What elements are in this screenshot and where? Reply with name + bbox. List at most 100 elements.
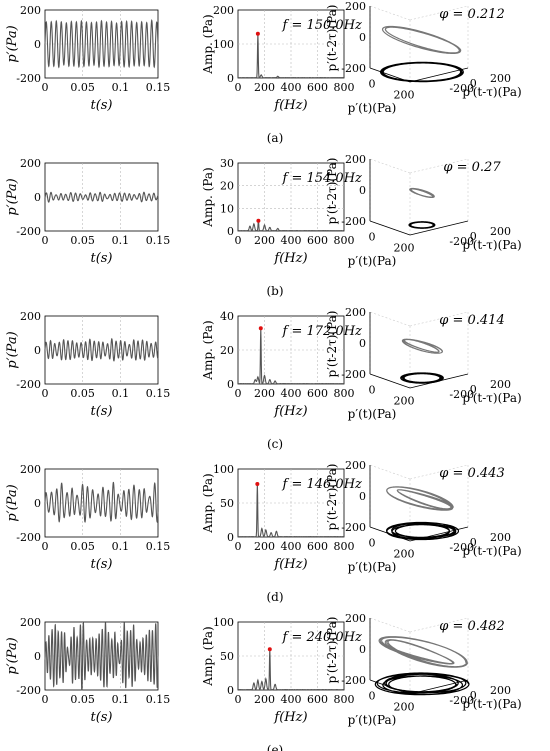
peak-marker [267, 647, 272, 652]
y-axis-label: p′(t-τ)(Pa) [462, 85, 521, 99]
x-tick-label: 0 [369, 77, 376, 90]
y-tick-label: 0 [34, 497, 41, 510]
z-tick-label: -200 [341, 674, 366, 687]
peak-marker [258, 326, 263, 331]
x-tick-label: 0.05 [70, 693, 95, 706]
peak-annotation: f = 240.0Hz [282, 630, 363, 645]
panel-caption: (a) [267, 131, 284, 145]
x-tick-label: 0 [369, 383, 376, 396]
phi-annotation: φ = 0.212 [439, 7, 504, 22]
y-tick-label: 50 [220, 497, 234, 510]
peak-marker [256, 218, 261, 223]
grid-line [369, 617, 411, 633]
y-tick-label: 200 [20, 463, 41, 476]
y-tick-label: 0 [34, 191, 41, 204]
x-tick-label: 600 [307, 693, 328, 706]
y-tick-label: 0 [470, 230, 477, 243]
z-tick-label: 0 [359, 184, 366, 197]
spectrum-line [237, 220, 345, 232]
x-tick-label: 400 [281, 81, 302, 94]
grid-line [409, 617, 469, 633]
x-axis-label: t(s) [90, 557, 112, 572]
x-tick-label: 200 [254, 693, 275, 706]
phi-annotation: φ = 0.443 [439, 466, 504, 481]
x-tick-label: 0 [369, 536, 376, 549]
y-axis-label: Amp. (Pa) [201, 14, 215, 74]
x-tick-label: 200 [394, 89, 415, 102]
grid-line [409, 464, 469, 480]
peak-marker [255, 481, 260, 486]
x-tick-label: 0.15 [146, 387, 171, 400]
x-axis-label: f(Hz) [273, 251, 307, 266]
spectrum-chart: 0 50 100 0 200 400 600 800 f(Hz) Amp. (Pa) f = 146… [201, 463, 362, 572]
panel-caption: (b) [266, 284, 283, 298]
z-tick-label: -200 [341, 368, 366, 381]
grid-line [369, 311, 411, 327]
peak-annotation: f = 146.0Hz [282, 477, 363, 492]
x-tick-label: 0.1 [112, 387, 130, 400]
x-tick-label: 600 [307, 81, 328, 94]
grid-line [369, 464, 411, 480]
projection-trajectory [385, 521, 460, 541]
x-tick-label: 0 [235, 540, 242, 553]
x-tick-label: 0.15 [146, 540, 171, 553]
panel-caption: (e) [267, 743, 283, 751]
spectrum-chart: 0 50 100 0 200 400 600 800 f(Hz) Amp. (Pa) f = 240… [201, 616, 362, 725]
x-axis-label: f(Hz) [273, 98, 307, 113]
y-tick-label: 200 [490, 225, 511, 238]
x-tick-label: 0 [42, 81, 49, 94]
x-tick-label: 0.05 [70, 540, 95, 553]
peak-annotation: f = 172.0Hz [282, 324, 363, 339]
y-tick-label: 200 [490, 531, 511, 544]
z-axis-label: p′(t-2τ)(Pa) [325, 617, 339, 684]
z-tick-label: 200 [345, 0, 366, 13]
peak-annotation: f = 150.0Hz [282, 18, 363, 33]
x-axis-label: t(s) [90, 404, 112, 419]
axis-line [409, 67, 469, 83]
spectrum-line [237, 648, 345, 691]
phase-trajectory [381, 25, 462, 55]
y-tick-label: 0 [227, 225, 234, 238]
spectrum-chart: 0 10 20 30 0 200 400 600 800 f(Hz) Amp. (Pa) f = 15… [201, 157, 362, 266]
x-tick-label: 200 [394, 548, 415, 561]
x-axis-label: t(s) [90, 251, 112, 266]
grid-line [409, 5, 469, 21]
z-tick-label: -200 [341, 215, 366, 228]
x-tick-label: 0 [369, 230, 376, 243]
panel-caption: (d) [266, 590, 283, 604]
y-tick-label: 0 [227, 531, 234, 544]
pressure-signal-line [44, 191, 159, 203]
z-tick-label: 200 [345, 153, 366, 166]
grid-line [409, 158, 469, 174]
y-axis-label: p′(Pa) [5, 484, 20, 521]
y-tick-label: 200 [20, 616, 41, 629]
y-tick-label: 200 [20, 157, 41, 170]
x-axis-label: p′(t)(Pa) [348, 254, 397, 268]
phase-trajectory [401, 338, 443, 354]
y-tick-label: 100 [213, 38, 234, 51]
peak-marker [255, 31, 260, 36]
y-tick-label: 50 [220, 650, 234, 663]
x-tick-label: 0.1 [112, 540, 130, 553]
x-tick-label: 0.05 [70, 387, 95, 400]
x-tick-label: 0 [235, 693, 242, 706]
y-axis-label: p′(t-τ)(Pa) [462, 544, 521, 558]
y-tick-label: -200 [449, 541, 474, 554]
axis-line [369, 373, 411, 389]
y-axis-label: p′(Pa) [5, 178, 20, 215]
y-tick-label: -200 [449, 235, 474, 248]
spectrum-chart: 0 100 200 0 200 400 600 800 f(Hz) Amp. (Pa) f = 15… [201, 4, 362, 113]
x-tick-label: 0 [235, 387, 242, 400]
x-axis-label: p′(t)(Pa) [348, 560, 397, 574]
y-tick-label: 100 [213, 463, 234, 476]
z-tick-label: 0 [359, 337, 366, 350]
x-tick-label: 600 [307, 387, 328, 400]
projection-trajectory [379, 61, 464, 83]
